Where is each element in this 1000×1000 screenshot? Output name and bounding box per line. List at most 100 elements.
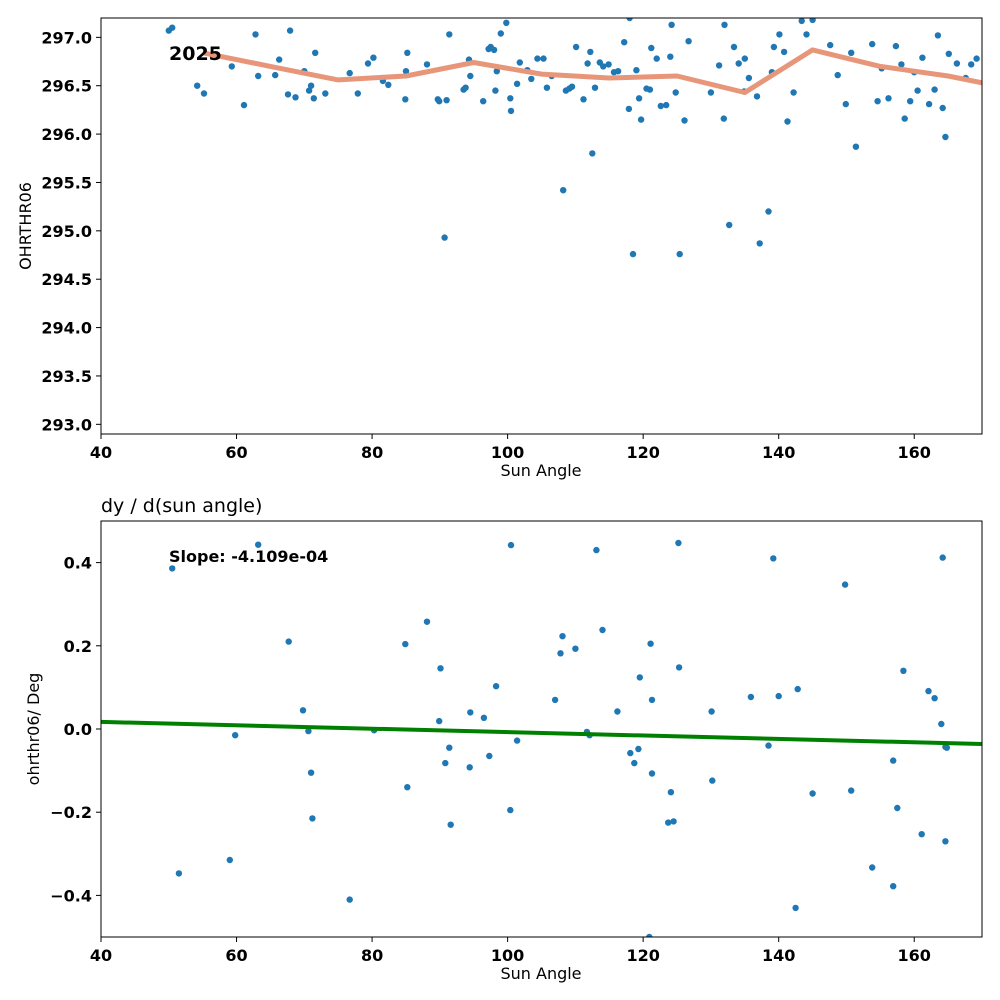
bottom-chart-data-point xyxy=(255,541,262,548)
bottom-chart-data-point xyxy=(466,764,473,771)
top-chart-data-point xyxy=(745,74,753,82)
bottom-chart-data-point xyxy=(404,784,411,791)
bottom-chart-data-point xyxy=(648,696,656,704)
top-chart-data-point xyxy=(507,95,514,102)
bottom-chart-data-point xyxy=(900,667,907,674)
bottom-chart-data-point xyxy=(559,633,566,640)
bottom-chart-data-point xyxy=(513,737,521,744)
top-chart-data-point xyxy=(441,234,448,241)
top-chart-data-point xyxy=(681,117,688,124)
top-chart-y-tick-label: 295.5 xyxy=(41,173,92,192)
bottom-chart-x-tick-label: 160 xyxy=(898,946,931,965)
top-chart-data-point xyxy=(436,98,443,105)
top-chart-y-tick-label: 294.5 xyxy=(41,270,92,289)
top-chart-data-point xyxy=(784,118,791,125)
bottom-chart-ticks: 40 60 80 100 120 140 160 −0.4 −0.2 0.0 0.2 0.4 xyxy=(50,554,931,965)
bottom-chart-data-point xyxy=(708,708,715,715)
bottom-chart-data-point xyxy=(775,692,782,700)
bottom-chart-data-point xyxy=(636,674,643,681)
bottom-chart-x-tick-label: 120 xyxy=(626,946,659,965)
bottom-chart-data-point xyxy=(894,804,901,812)
top-chart-data-point xyxy=(322,90,329,97)
top-chart-data-point xyxy=(770,43,778,51)
bottom-chart-panel: dy / d(sun angle) 40 60 80 100 120 140 160 −0.4… xyxy=(24,495,983,983)
top-chart-data-point xyxy=(973,55,980,62)
bottom-chart-x-tick-label: 140 xyxy=(762,946,795,965)
bottom-chart-y-tick-label: 0.4 xyxy=(64,554,92,573)
bottom-chart-data-point xyxy=(765,742,772,749)
top-chart-data-point xyxy=(676,250,683,258)
top-chart-data-point xyxy=(513,80,521,88)
top-chart-data-point xyxy=(446,31,453,38)
top-chart-y-tick-label: 293.0 xyxy=(41,415,92,434)
top-chart-data-point xyxy=(600,63,607,70)
top-chart-data-point xyxy=(364,60,372,67)
top-chart-data-point xyxy=(741,55,748,62)
top-chart-data-point xyxy=(953,60,961,67)
top-chart-x-tick-label: 60 xyxy=(225,443,247,462)
top-chart-marks xyxy=(165,18,982,258)
bottom-chart-data-point xyxy=(747,693,755,701)
top-chart-data-point xyxy=(892,42,900,50)
top-chart-x-tick-label: 80 xyxy=(361,443,383,462)
top-chart-data-point xyxy=(668,21,675,28)
top-chart-data-point xyxy=(931,86,938,93)
top-chart-data-point xyxy=(934,32,942,39)
top-chart-data-point xyxy=(589,150,596,157)
top-chart-data-point xyxy=(842,100,849,108)
top-chart-data-point xyxy=(672,89,679,96)
top-chart-data-point xyxy=(756,240,763,247)
top-chart-data-point xyxy=(240,101,248,109)
top-chart-data-point xyxy=(780,48,788,56)
top-chart-data-point xyxy=(614,68,622,75)
top-chart-x-tick-label: 40 xyxy=(90,443,112,462)
top-chart-data-point xyxy=(667,53,674,60)
bottom-chart-data-point xyxy=(890,757,897,764)
top-chart-data-point xyxy=(834,71,841,79)
bottom-chart-data-point xyxy=(646,933,653,937)
bottom-chart-data-point xyxy=(925,687,932,695)
top-chart-data-point xyxy=(255,72,262,80)
top-chart-data-point xyxy=(568,83,576,90)
bottom-chart-x-axis-label: Sun Angle xyxy=(500,964,581,983)
bottom-chart-data-point xyxy=(447,821,454,828)
top-chart-data-point xyxy=(252,31,259,38)
top-chart-y-tick-label: 296.0 xyxy=(41,125,92,144)
top-chart-data-point xyxy=(443,97,450,104)
top-chart-data-point xyxy=(848,49,855,56)
top-chart-data-point xyxy=(621,39,628,46)
top-chart-y-axis-label: OHRTHR06 xyxy=(16,182,35,270)
top-chart-data-point xyxy=(402,96,409,103)
top-chart-data-point xyxy=(730,43,738,51)
top-chart-y-tick-label: 293.5 xyxy=(41,367,92,386)
bottom-chart-data-point xyxy=(648,770,656,777)
top-chart-data-point xyxy=(629,250,637,258)
bottom-chart-data-point xyxy=(436,717,443,725)
top-chart-data-point xyxy=(507,107,515,115)
top-chart-data-point xyxy=(901,115,908,122)
top-chart-data-point xyxy=(528,75,535,83)
top-chart-data-point xyxy=(939,104,946,112)
top-chart-data-point xyxy=(423,61,431,68)
top-chart-data-point xyxy=(462,84,469,91)
top-chart-data-point xyxy=(869,40,876,48)
top-chart-data-point xyxy=(286,27,294,34)
bottom-chart-data-point xyxy=(770,555,777,562)
top-chart-y-tick-label: 297.0 xyxy=(41,28,92,47)
top-chart-data-point xyxy=(587,48,594,56)
bottom-chart-data-point xyxy=(599,626,606,634)
bottom-chart-data-point xyxy=(943,744,950,751)
top-chart-data-point xyxy=(543,84,551,91)
top-chart-data-point xyxy=(646,86,654,93)
bottom-chart-data-point xyxy=(446,744,453,751)
top-chart-data-point xyxy=(200,90,208,97)
top-chart-data-point xyxy=(284,91,292,98)
top-chart-data-point xyxy=(560,187,567,194)
top-chart-data-point xyxy=(169,24,176,31)
bottom-chart-data-point xyxy=(437,665,444,672)
top-chart-data-point xyxy=(534,55,541,62)
bottom-chart-data-point xyxy=(675,664,683,671)
top-chart-data-point xyxy=(493,68,500,75)
top-chart-data-point xyxy=(809,18,816,24)
